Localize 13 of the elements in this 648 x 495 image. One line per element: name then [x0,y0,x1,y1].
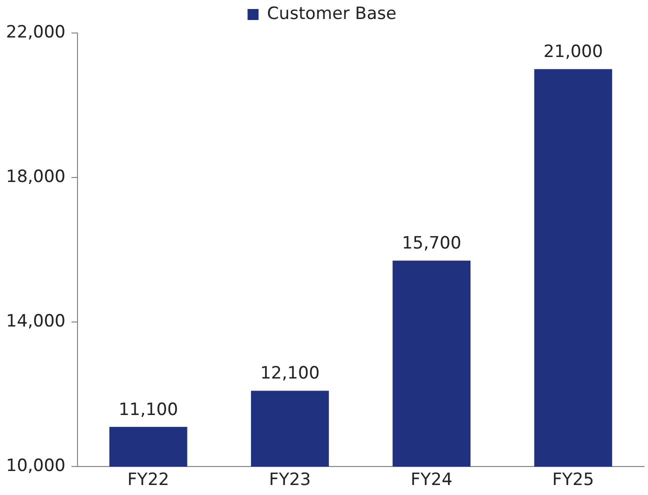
x-tick-label: FY25 [552,470,594,490]
data-label: 21,000 [543,42,603,62]
y-tick-label: 18,000 [6,166,66,187]
data-label: 12,100 [260,364,320,384]
x-tick-label: FY23 [269,470,311,490]
data-label: 15,700 [402,234,462,254]
x-tick-label: FY24 [410,470,452,490]
y-tick-label: 14,000 [6,311,66,332]
x-tick-label: FY22 [127,470,170,490]
legend-label: Customer Base [267,4,396,24]
data-label: 11,100 [118,400,178,420]
y-tick-label: 22,000 [6,22,66,42]
y-tick-label: 10,000 [6,456,66,476]
